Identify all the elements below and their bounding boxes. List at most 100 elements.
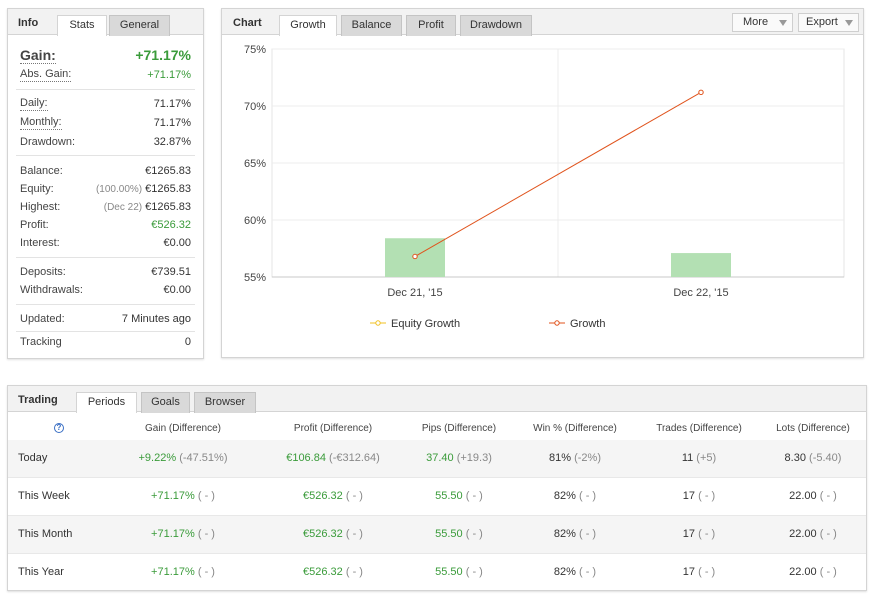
trades-difference: ( - ) xyxy=(698,566,716,578)
lots-cell: 22.00 ( - ) xyxy=(753,528,873,540)
gain-value: +71.17% xyxy=(151,566,195,578)
tab-stats[interactable]: Stats xyxy=(57,15,107,36)
drawdown-label: Drawdown: xyxy=(20,136,76,148)
chevron-down-icon xyxy=(845,20,853,26)
tab-general[interactable]: General xyxy=(109,15,170,36)
pips-value: 37.40 xyxy=(426,452,454,464)
tab-profit[interactable]: Profit xyxy=(406,15,456,36)
win-value: 82% xyxy=(553,490,576,502)
info-panel: Info Stats General Gain: +71.17% Abs. Ga… xyxy=(7,8,204,359)
period-label: This Year xyxy=(18,566,64,578)
chevron-down-icon xyxy=(779,20,787,26)
lots-cell: 8.30 (-5.40) xyxy=(753,452,873,464)
profit-value: €526.32 xyxy=(303,528,343,540)
profit-row: Profit: €526.32 xyxy=(20,218,191,232)
profit-label: Profit: xyxy=(20,219,49,231)
profit-difference: ( - ) xyxy=(345,566,363,578)
abs-gain-label[interactable]: Abs. Gain: xyxy=(20,68,72,82)
highest-date: (Dec 22) xyxy=(103,202,143,213)
profit-value: €526.32 xyxy=(151,219,191,231)
gain-cell: +71.17% ( - ) xyxy=(123,566,243,578)
profit-cell: €526.32 ( - ) xyxy=(273,566,393,578)
gain-cell: +9.22% (-47.51%) xyxy=(123,452,243,464)
profit-cell: €526.32 ( - ) xyxy=(273,490,393,502)
pips-cell: 55.50 ( - ) xyxy=(399,566,519,578)
interest-row: Interest: €0.00 xyxy=(20,236,191,250)
profit-value: €526.32 xyxy=(303,566,343,578)
deposits-value: €739.51 xyxy=(151,266,191,278)
deposits-label: Deposits: xyxy=(20,266,66,278)
more-button[interactable]: More xyxy=(732,13,793,32)
trades-cell: 11 (+5) xyxy=(639,452,759,464)
drawdown-row: Drawdown: 32.87% xyxy=(20,135,191,149)
gain-difference: (-47.51%) xyxy=(179,452,228,464)
equity-growth-bar xyxy=(671,253,731,277)
win-cell: 82% ( - ) xyxy=(515,490,635,502)
tab-browser[interactable]: Browser xyxy=(194,392,256,413)
win-cell: 82% ( - ) xyxy=(515,528,635,540)
growth-chart: 55% 60% 65% 70% 75% Dec 21, '15 Dec 22, '15 Equ… xyxy=(244,44,845,330)
equity-percent: (100.00%) xyxy=(95,184,143,195)
equity-label: Equity: xyxy=(20,183,54,195)
win-difference: ( - ) xyxy=(578,566,597,578)
tab-goals[interactable]: Goals xyxy=(141,392,190,413)
y-tick-label: 70% xyxy=(244,101,266,113)
trades-difference: (+5) xyxy=(696,452,717,464)
pips-value: 55.50 xyxy=(435,566,463,578)
lots-value: 22.00 xyxy=(789,528,817,540)
monthly-row: Monthly: 71.17% xyxy=(20,116,191,130)
lots-difference: ( - ) xyxy=(819,490,837,502)
export-button-label: Export xyxy=(806,16,838,28)
tab-drawdown[interactable]: Drawdown xyxy=(460,15,532,36)
trades-value: 17 xyxy=(682,566,696,578)
profit-difference: ( - ) xyxy=(345,528,363,540)
pips-value: 55.50 xyxy=(435,490,463,502)
win-cell: 81% (-2%) xyxy=(515,452,635,464)
tab-periods[interactable]: Periods xyxy=(76,392,137,413)
balance-row: Balance: €1265.83 xyxy=(20,164,191,178)
gain-value: +71.17% xyxy=(151,528,195,540)
lots-cell: 22.00 ( - ) xyxy=(753,490,873,502)
more-button-label: More xyxy=(743,16,769,28)
tab-balance[interactable]: Balance xyxy=(341,15,402,36)
tracking-label: Tracking xyxy=(20,336,62,348)
gain-label[interactable]: Gain: xyxy=(20,47,56,64)
pips-difference: ( - ) xyxy=(465,566,483,578)
highest-value-group: (Dec 22) €1265.83 xyxy=(104,200,191,215)
tab-growth[interactable]: Growth xyxy=(279,15,337,36)
updated-value: 7 Minutes ago xyxy=(121,313,191,325)
win-value: 81% xyxy=(549,452,572,464)
pips-difference: (+19.3) xyxy=(456,452,492,464)
daily-label[interactable]: Daily: xyxy=(20,97,48,111)
growth-point xyxy=(698,89,704,96)
equity-value: €1265.83 xyxy=(145,183,191,195)
trades-difference: ( - ) xyxy=(698,528,716,540)
highest-label: Highest: xyxy=(20,201,61,213)
gain-value: +71.17% xyxy=(135,47,191,63)
legend-equity-growth-label: Equity Growth xyxy=(391,318,460,330)
divider xyxy=(16,331,195,332)
trades-difference: ( - ) xyxy=(698,490,716,502)
table-row: This Year +71.17% ( - ) €526.32 ( - ) 55.50… xyxy=(8,554,866,592)
col-profit: Profit (Difference) xyxy=(293,423,373,434)
divider xyxy=(16,155,195,156)
lots-cell: 22.00 ( - ) xyxy=(753,566,873,578)
periods-table-header: ? Gain (Difference) Profit (Difference) … xyxy=(8,413,866,443)
win-value: 82% xyxy=(553,528,576,540)
legend-growth-marker xyxy=(554,320,560,326)
divider xyxy=(16,257,195,258)
x-tick-label: Dec 22, '15 xyxy=(673,287,728,299)
export-button[interactable]: Export xyxy=(798,13,859,32)
deposits-row: Deposits: €739.51 xyxy=(20,265,191,279)
gain-difference: ( - ) xyxy=(197,528,215,540)
help-icon[interactable]: ? xyxy=(54,423,64,433)
daily-value: 71.17% xyxy=(153,98,191,110)
lots-difference: ( - ) xyxy=(819,566,837,578)
divider xyxy=(16,304,195,305)
win-value: 82% xyxy=(553,566,576,578)
trades-value: 11 xyxy=(681,452,694,464)
trades-value: 17 xyxy=(682,528,696,540)
pips-cell: 55.50 ( - ) xyxy=(399,528,519,540)
monthly-label[interactable]: Monthly: xyxy=(20,116,62,130)
profit-cell: €526.32 ( - ) xyxy=(273,528,393,540)
